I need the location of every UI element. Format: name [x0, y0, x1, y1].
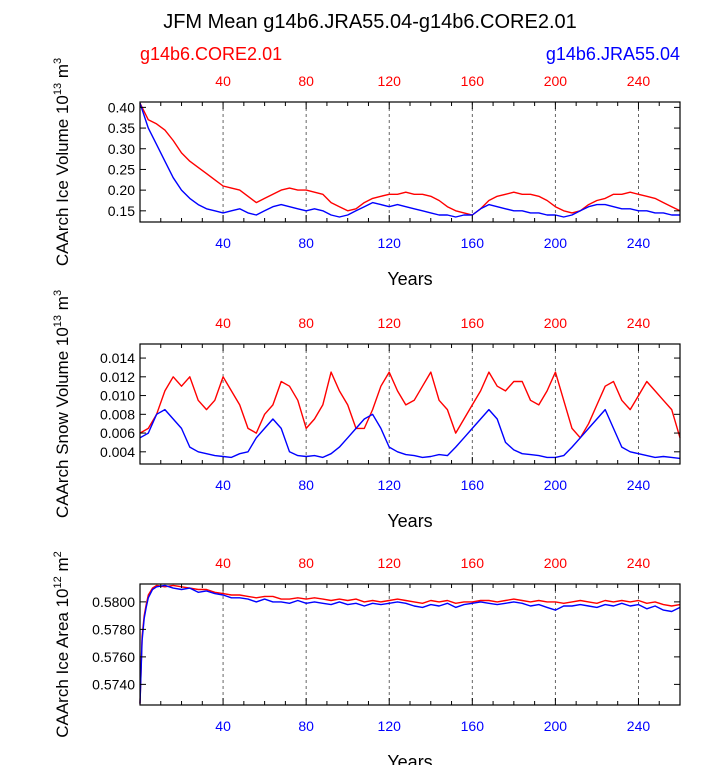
volume-xtick-label: 80: [298, 235, 314, 251]
snow-top-xtick-label: 40: [215, 315, 231, 331]
volume-xtick-label: 200: [544, 235, 568, 251]
area-ylabel-part: CAArch Ice Area 10: [53, 588, 72, 737]
volume-top-xtick-label: 240: [627, 73, 651, 89]
volume-ytick-label: 0.20: [108, 182, 135, 198]
area-xtick-label: 160: [461, 718, 485, 734]
area-xlabel: Years: [387, 752, 432, 765]
volume-ylabel-part: m: [53, 64, 72, 83]
volume-ytick-label: 0.15: [108, 203, 135, 219]
snow-xtick-label: 80: [298, 477, 314, 493]
volume-series-core: [139, 102, 681, 216]
area-top-xtick-label: 160: [461, 555, 485, 571]
volume-xtick-label: 240: [627, 235, 651, 251]
snow-xlabel: Years: [387, 511, 432, 531]
volume-top-xtick-label: 160: [461, 73, 485, 89]
volume-series-jra: [139, 102, 680, 218]
snow-ytick-label: 0.014: [100, 350, 135, 366]
volume-ytick-label: 0.40: [108, 99, 135, 115]
area-ytick-label: 0.5760: [92, 649, 135, 665]
area-ylabel-part: 12: [52, 576, 64, 588]
area-top-xtick-label: 200: [544, 555, 568, 571]
volume-xtick-label: 40: [215, 235, 231, 251]
snow-ylabel-part: CAArch Snow Volume 10: [53, 327, 72, 518]
volume-xlabel: Years: [387, 269, 432, 289]
volume-ytick-label: 0.25: [108, 161, 135, 177]
volume-xtick-label: 120: [378, 235, 402, 251]
volume-ytick-label: 0.35: [108, 120, 135, 136]
volume-xtick-label: 160: [461, 235, 485, 251]
volume-ytick-label: 0.30: [108, 141, 135, 157]
snow-ylabel-part: 13: [52, 315, 64, 327]
area-ytick-label: 0.5780: [92, 621, 135, 637]
snow-top-xtick-label: 160: [461, 315, 485, 331]
volume-ylabel-part: 13: [52, 83, 64, 95]
area-xtick-label: 240: [627, 718, 651, 734]
volume-top-xtick-label: 200: [544, 73, 568, 89]
volume-ylabel-part: 3: [52, 58, 64, 64]
snow-series-core: [139, 371, 681, 439]
snow-ylabel-part: m: [53, 296, 72, 315]
snow-ytick-label: 0.012: [100, 369, 135, 385]
area-ytick-label: 0.5800: [92, 594, 135, 610]
volume-top-xtick-label: 120: [378, 73, 402, 89]
volume-ylabel: CAArch Ice Volume 1013 m3: [52, 58, 72, 266]
area-ylabel: CAArch Ice Area 1012 m2: [52, 551, 72, 738]
snow-frame: [139, 343, 681, 465]
snow-xtick-label: 120: [378, 477, 402, 493]
snow-ytick-label: 0.010: [100, 388, 135, 404]
area-top-xtick-label: 240: [627, 555, 651, 571]
snow-top-xtick-label: 120: [378, 315, 402, 331]
area-series-jra: [139, 584, 681, 704]
volume-ylabel-part: CAArch Ice Volume 10: [53, 95, 72, 266]
volume-top-xtick-label: 80: [298, 73, 314, 89]
volume-top-xtick-label: 40: [215, 73, 231, 89]
snow-top-xtick-label: 80: [298, 315, 314, 331]
area-ytick-label: 0.5740: [92, 676, 135, 692]
legend-core-label: g14b6.CORE2.01: [140, 44, 282, 64]
snow-xtick-label: 160: [461, 477, 485, 493]
snow-ytick-label: 0.004: [100, 444, 135, 460]
snow-xtick-label: 40: [215, 477, 231, 493]
snow-xtick-label: 240: [627, 477, 651, 493]
snow-ylabel-part: 3: [52, 290, 64, 296]
legend-jra-label: g14b6.JRA55.04: [546, 44, 680, 64]
snow-top-xtick-label: 200: [544, 315, 568, 331]
area-xtick-label: 80: [298, 718, 314, 734]
area-ylabel-part: 2: [52, 551, 64, 557]
area-series-core: [139, 584, 681, 704]
snow-ytick-label: 0.008: [100, 406, 135, 422]
area-top-xtick-label: 40: [215, 555, 231, 571]
area-ylabel-part: m: [53, 557, 72, 576]
snow-top-xtick-label: 240: [627, 315, 651, 331]
snow-series-jra: [139, 408, 681, 460]
area-top-xtick-label: 120: [378, 555, 402, 571]
area-xtick-label: 120: [378, 718, 402, 734]
area-xtick-label: 200: [544, 718, 568, 734]
area-xtick-label: 40: [215, 718, 231, 734]
figure-title: JFM Mean g14b6.JRA55.04-g14b6.CORE2.01: [163, 11, 577, 33]
area-top-xtick-label: 80: [298, 555, 314, 571]
snow-ytick-label: 0.006: [100, 425, 135, 441]
snow-xtick-label: 200: [544, 477, 568, 493]
snow-ylabel: CAArch Snow Volume 1013 m3: [52, 290, 72, 518]
